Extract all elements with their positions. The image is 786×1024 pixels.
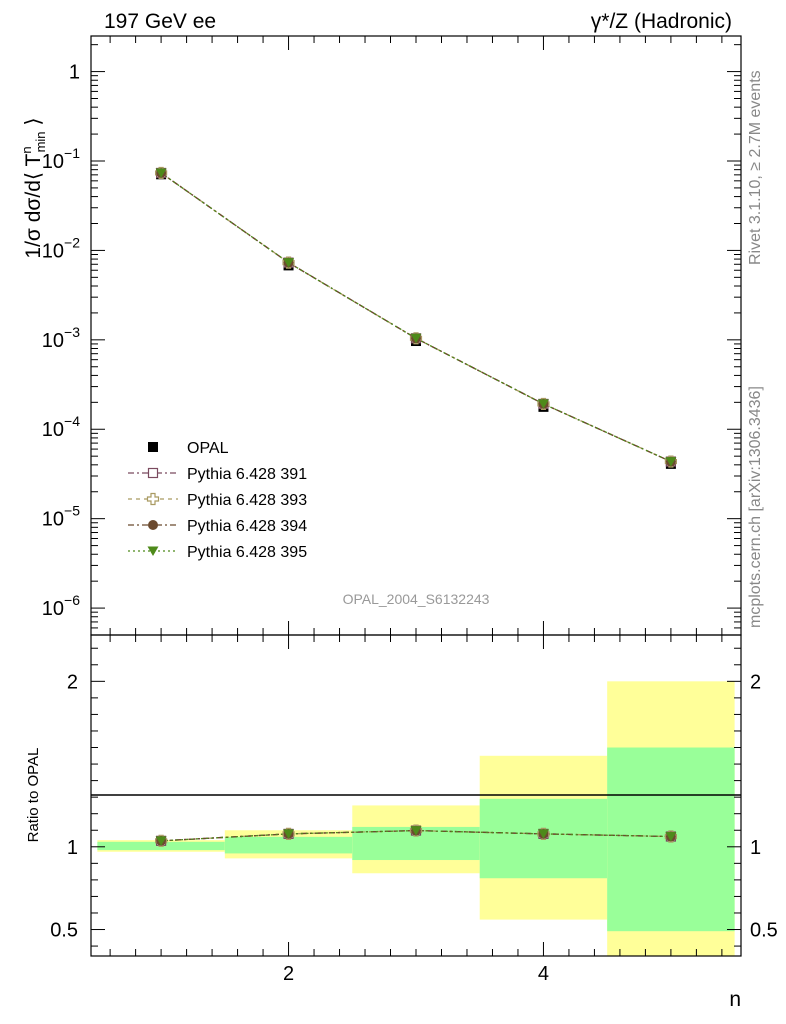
legend-marker-4 [147, 546, 159, 556]
legend: OPAL Pythia 6.428 391 Pythia 6.428 393 Pyth… [128, 440, 307, 561]
ratio-ytick-label-right-0: 0.5 [750, 920, 778, 942]
legend-label-4: Pythia 6.428 395 [187, 544, 307, 561]
legend-label-0: OPAL [187, 440, 229, 457]
ratio-point-s4-2 [410, 826, 422, 836]
main-series-line-1 [160, 172, 672, 463]
main-point-s4-1 [283, 258, 295, 268]
main-data-layer [154, 166, 678, 469]
main-ytick-label-0: 10−6 [42, 592, 80, 620]
legend-label-2: Pythia 6.428 393 [187, 492, 307, 509]
ratio-ytick-label-left-0: 0.5 [50, 920, 78, 942]
main-series-line-3 [160, 172, 672, 463]
process-label: γ*/Z (Hadronic) [591, 10, 732, 33]
ratio-point-s4-0 [155, 836, 167, 846]
analysis-watermark: OPAL_2004_S6132243 [343, 591, 490, 607]
main-panel: 10−6 10−5 10−4 10−3 10−2 10−1 1 1/σ dσ/d⟨ Tnmi… [19, 35, 742, 636]
main-ytick-label-1: 10−5 [42, 503, 80, 531]
ratio-band-inner-1 [224, 836, 353, 854]
energy-label: 197 GeV ee [104, 10, 216, 33]
ratio-ytick-label-left-2: 2 [67, 671, 78, 693]
ratio-tick-labels: 0.5 0.5 1 1 2 2 2 4 [50, 671, 778, 985]
legend-label-1: Pythia 6.428 391 [187, 466, 307, 483]
main-ytick-label-5: 10−1 [42, 145, 80, 173]
main-ytick-label-2: 10−4 [42, 413, 80, 441]
ratio-data-layer [154, 824, 678, 847]
x-axis-label: n [729, 988, 741, 1011]
xtick-label-0: 2 [283, 963, 294, 985]
xtick-label-1: 4 [538, 963, 549, 985]
ratio-point-s4-1 [283, 829, 295, 839]
ratio-point-s4-3 [537, 829, 549, 839]
main-y-axis-label: 1/σ dσ/d⟨ Tnmin ⟩ [19, 117, 48, 258]
rivet-label: Rivet 3.1.10, ≥ 2.7M events [747, 70, 764, 265]
ratio-y-axis-label: Ratio to OPAL [25, 748, 42, 843]
legend-marker-2 [146, 492, 160, 506]
main-ytick-label-3: 10−3 [42, 324, 80, 352]
legend-label-3: Pythia 6.428 394 [187, 518, 307, 535]
ratio-axis-ticks [91, 635, 741, 956]
main-y-tick-labels: 10−6 10−5 10−4 10−3 10−2 10−1 1 [42, 62, 80, 621]
ratio-point-s4-4 [665, 832, 677, 842]
main-ytick-label-4: 10−2 [42, 234, 80, 262]
main-point-s4-2 [410, 333, 422, 344]
main-series-line-4 [160, 172, 672, 463]
ratio-panel: 0.5 0.5 1 1 2 2 2 4 Ratio to OPAL n [25, 634, 778, 1011]
main-series-line-2 [160, 172, 672, 463]
ratio-ytick-label-left-1: 1 [67, 837, 78, 859]
mcplots-label: mcplots.cern.ch [arXiv:1306.3436] [747, 386, 764, 628]
main-point-s4-4 [665, 457, 677, 467]
legend-marker-3 [148, 520, 158, 530]
ratio-error-bands [97, 681, 735, 956]
legend-marker-1 [147, 467, 159, 479]
legend-marker-0 [148, 442, 158, 452]
ratio-ytick-label-right-2: 2 [750, 671, 761, 693]
main-ytick-label-6: 1 [69, 62, 80, 84]
main-point-s4-0 [155, 168, 167, 178]
main-axis-ticks [91, 36, 741, 636]
ratio-ytick-label-right-1: 1 [750, 837, 761, 859]
main-point-s4-3 [537, 399, 549, 409]
